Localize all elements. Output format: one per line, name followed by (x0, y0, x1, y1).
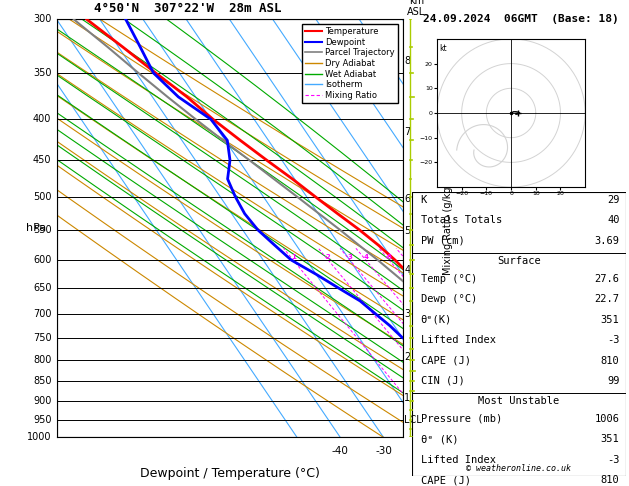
Text: 22.7: 22.7 (594, 294, 620, 304)
Text: 351: 351 (601, 314, 620, 325)
Text: 4: 4 (364, 254, 369, 260)
Text: CIN (J): CIN (J) (421, 376, 464, 386)
Text: 99: 99 (607, 376, 620, 386)
Text: 1: 1 (291, 254, 296, 260)
Text: Temp (°C): Temp (°C) (421, 274, 477, 284)
Text: 350: 350 (33, 68, 52, 78)
Text: km
ASL: km ASL (407, 0, 426, 17)
Text: 4: 4 (404, 265, 410, 275)
Text: 351: 351 (601, 434, 620, 444)
Text: 850: 850 (33, 376, 52, 386)
Text: kt: kt (440, 44, 447, 53)
Text: CAPE (J): CAPE (J) (421, 355, 470, 365)
Text: Lifted Index: Lifted Index (421, 455, 496, 465)
Text: CAPE (J): CAPE (J) (421, 475, 470, 485)
Text: 40: 40 (607, 215, 620, 226)
Text: 7: 7 (404, 127, 411, 137)
Text: 550: 550 (33, 225, 52, 235)
Text: 750: 750 (33, 332, 52, 343)
Text: 600: 600 (33, 255, 52, 265)
Text: Mixing Ratio (g/kg): Mixing Ratio (g/kg) (443, 182, 452, 275)
Text: -3: -3 (607, 455, 620, 465)
Text: -40: -40 (332, 446, 348, 456)
Text: 2: 2 (326, 254, 331, 260)
Text: PW (cm): PW (cm) (421, 236, 464, 246)
Text: 700: 700 (33, 309, 52, 319)
Text: θᵉ(K): θᵉ(K) (421, 314, 452, 325)
Text: 950: 950 (33, 415, 52, 425)
Text: 500: 500 (33, 192, 52, 202)
Text: K: K (421, 195, 427, 205)
Text: Most Unstable: Most Unstable (478, 397, 560, 406)
Text: -30: -30 (375, 446, 392, 456)
Text: 3.69: 3.69 (594, 236, 620, 246)
Text: hPa: hPa (26, 224, 46, 233)
Text: θᵉ (K): θᵉ (K) (421, 434, 458, 444)
Text: 2: 2 (404, 352, 411, 362)
Text: 3: 3 (347, 254, 352, 260)
Text: 6: 6 (387, 254, 391, 260)
Text: 8: 8 (404, 56, 410, 66)
Text: 1: 1 (404, 393, 410, 403)
Text: 300: 300 (33, 15, 52, 24)
Text: Dewp (°C): Dewp (°C) (421, 294, 477, 304)
Text: 810: 810 (601, 355, 620, 365)
Text: 24.09.2024  06GMT  (Base: 18): 24.09.2024 06GMT (Base: 18) (423, 15, 618, 24)
Text: 6: 6 (404, 194, 410, 204)
Text: 1006: 1006 (594, 414, 620, 424)
Legend: Temperature, Dewpoint, Parcel Trajectory, Dry Adiabat, Wet Adiabat, Isotherm, Mi: Temperature, Dewpoint, Parcel Trajectory… (302, 24, 398, 103)
Text: Lifted Index: Lifted Index (421, 335, 496, 345)
Text: 5: 5 (404, 226, 411, 236)
Text: 810: 810 (601, 475, 620, 485)
Text: 900: 900 (33, 396, 52, 406)
Text: 400: 400 (33, 114, 52, 124)
Text: Totals Totals: Totals Totals (421, 215, 502, 226)
Text: 650: 650 (33, 283, 52, 293)
Text: 4°50'N  307°22'W  28m ASL: 4°50'N 307°22'W 28m ASL (94, 2, 282, 15)
Text: Dewpoint / Temperature (°C): Dewpoint / Temperature (°C) (140, 467, 320, 480)
Text: 29: 29 (607, 195, 620, 205)
Text: 3: 3 (404, 309, 410, 319)
Text: Surface: Surface (497, 256, 541, 266)
Text: -3: -3 (607, 335, 620, 345)
Text: 1000: 1000 (27, 433, 52, 442)
Text: Pressure (mb): Pressure (mb) (421, 414, 502, 424)
Text: 800: 800 (33, 355, 52, 365)
Text: LCL: LCL (404, 415, 422, 425)
Text: 27.6: 27.6 (594, 274, 620, 284)
Text: 450: 450 (33, 155, 52, 165)
Text: © weatheronline.co.uk: © weatheronline.co.uk (467, 465, 571, 473)
